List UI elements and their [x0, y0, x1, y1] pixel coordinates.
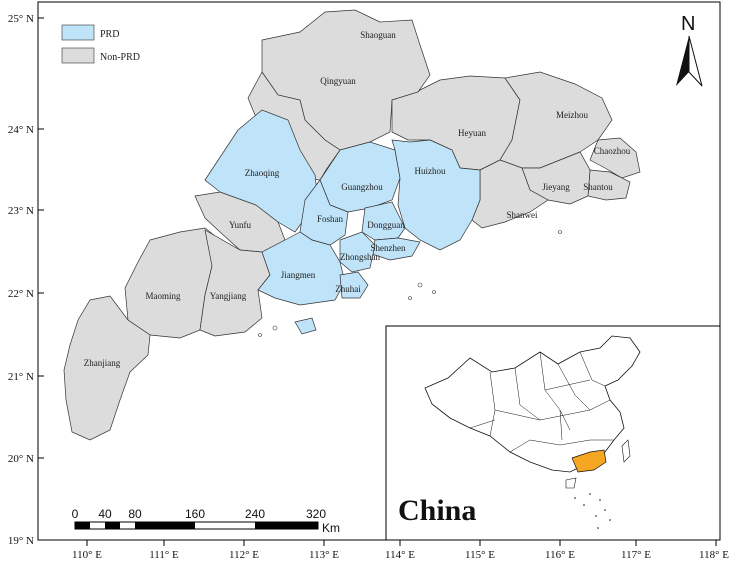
guangdong-highlight [571, 449, 607, 473]
south-china-sea-islands [574, 493, 611, 529]
city-label-huizhou: Huizhou [415, 166, 446, 176]
scale-tick-label: 320 [306, 507, 326, 521]
china-outline [424, 335, 641, 473]
island [408, 296, 412, 300]
scale-tick-label: 240 [245, 507, 265, 521]
city-label-meizhou: Meizhou [556, 110, 588, 120]
latitude-labels: 25° N 24° N 23° N 22° N 21° N 20° N 19° … [8, 13, 34, 547]
city-label-jiangmen: Jiangmen [281, 270, 316, 280]
legend: PRD Non-PRD [61, 24, 140, 64]
lon-label: 116° E [545, 549, 575, 561]
lat-label: 24° N [8, 124, 34, 136]
lon-label: 113° E [309, 549, 339, 561]
scale-tick-label: 0 [72, 507, 79, 521]
city-label-shanwei: Shanwei [507, 210, 538, 220]
island [272, 325, 278, 331]
city-label-shaoguan: Shaoguan [360, 30, 396, 40]
region-zhanjiang [63, 295, 151, 441]
lat-label: 23° N [8, 205, 34, 217]
city-label-zhaoqing: Zhaoqing [245, 168, 280, 178]
city-label-zhanjiang: Zhanjiang [84, 358, 121, 368]
legend-non-prd-label: Non-PRD [100, 52, 140, 63]
city-label-yunfu: Yunfu [229, 220, 251, 230]
city-labels: Shaoguan Qingyuan Heyuan Meizhou Chaozho… [84, 30, 631, 368]
island [417, 282, 423, 288]
north-label: N [681, 13, 695, 35]
lon-label: 110° E [72, 549, 102, 561]
lat-label: 20° N [8, 453, 34, 465]
region-chaozhou [589, 137, 641, 179]
legend-prd-label: PRD [100, 29, 119, 40]
island-prd [294, 317, 317, 335]
lat-label: 21° N [8, 371, 34, 383]
inset-china-label: China [398, 494, 476, 527]
china-inset: China [385, 325, 721, 541]
city-label-heyuan: Heyuan [458, 128, 486, 138]
lon-label: 114° E [385, 549, 415, 561]
legend-non-prd-swatch [61, 47, 95, 64]
city-label-yangjiang: Yangjiang [210, 291, 247, 301]
region-huizhou [391, 139, 481, 251]
scale-bar: 0 40 80 160 240 320 Km [72, 507, 340, 535]
lon-label: 111° E [149, 549, 179, 561]
scale-tick-label: 160 [185, 507, 205, 521]
prd-regions [204, 109, 481, 335]
scale-tick-label: 80 [128, 507, 142, 521]
latitude-ticks [38, 17, 44, 541]
island [258, 333, 262, 337]
lon-label: 112° E [229, 549, 259, 561]
city-label-foshan: Foshan [317, 214, 344, 224]
city-label-shenzhen: Shenzhen [371, 243, 406, 253]
city-label-maoming: Maoming [146, 291, 181, 301]
city-label-chaozhou: Chaozhou [594, 146, 631, 156]
city-label-zhuhai: Zhuhai [335, 284, 361, 294]
lon-label: 118° E [699, 549, 729, 561]
city-label-jieyang: Jieyang [542, 182, 570, 192]
island [432, 290, 436, 294]
non-prd-regions [63, 9, 641, 441]
region-yangjiang [199, 229, 271, 337]
region-zhuhai [339, 271, 369, 299]
legend-prd-swatch [61, 24, 95, 41]
taiwan-outline [621, 439, 631, 463]
city-label-shantou: Shantou [583, 182, 613, 192]
lat-label: 19° N [8, 535, 34, 547]
coastal-islands [258, 230, 562, 337]
longitude-ticks [86, 540, 717, 546]
lat-label: 22° N [8, 288, 34, 300]
scale-tick-label: 40 [98, 507, 112, 521]
hainan-outline [565, 477, 577, 489]
city-label-qingyuan: Qingyuan [320, 76, 356, 86]
city-label-zhongshan: Zhongshan [340, 252, 380, 262]
longitude-labels: 110° E 111° E 112° E 113° E 114° E 115° … [72, 549, 729, 561]
city-label-guangzhou: Guangzhou [341, 182, 383, 192]
scale-unit-label: Km [322, 521, 340, 535]
city-label-dongguan: Dongguan [367, 220, 405, 230]
lat-label: 25° N [8, 13, 34, 25]
china-province-lines [469, 351, 614, 453]
north-arrow-icon: N [676, 13, 703, 87]
lon-label: 117° E [621, 549, 651, 561]
lon-label: 115° E [465, 549, 495, 561]
island [558, 230, 562, 234]
